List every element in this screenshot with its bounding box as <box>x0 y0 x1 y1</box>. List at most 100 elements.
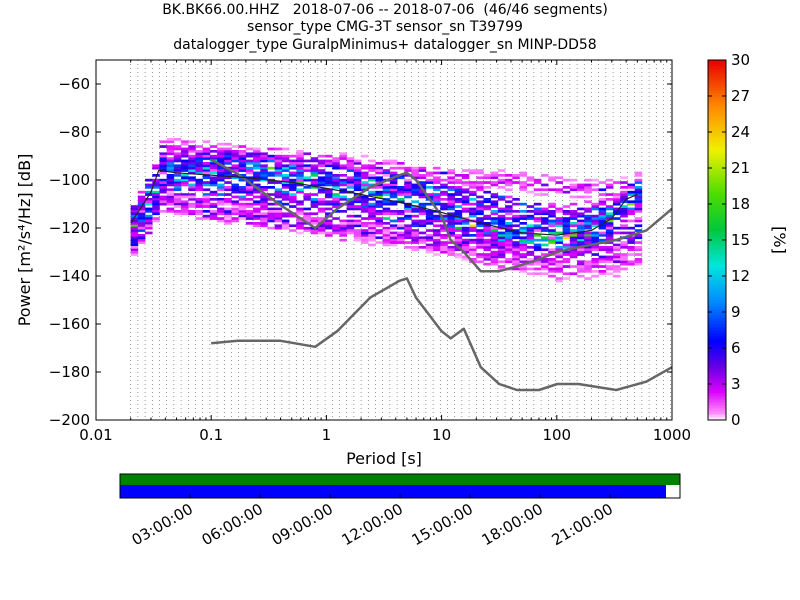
ppsd-cell <box>195 198 203 201</box>
ppsd-cell <box>555 219 563 223</box>
ppsd-cell <box>353 195 362 199</box>
ppsd-cell <box>224 154 232 158</box>
ppsd-cell <box>533 226 542 230</box>
ppsd-cell <box>245 210 254 213</box>
ppsd-cell <box>447 193 455 196</box>
ppsd-cell <box>541 260 549 264</box>
ppsd-cell <box>404 166 412 170</box>
ppsd-cell <box>454 198 463 201</box>
ppsd-cell <box>389 231 398 235</box>
ppsd-cell <box>209 164 218 168</box>
ppsd-cell <box>440 217 448 220</box>
ppsd-cell <box>397 176 405 180</box>
ppsd-cell <box>217 147 225 151</box>
ppsd-cell <box>562 212 571 216</box>
ppsd-cell <box>274 200 283 204</box>
ppsd-cell <box>440 236 448 240</box>
ppsd-cell <box>195 164 203 168</box>
ppsd-cell <box>461 202 470 206</box>
ppsd-cell <box>541 226 549 230</box>
ppsd-cell <box>512 250 520 254</box>
ppsd-cell <box>152 219 160 223</box>
ppsd-cell <box>584 200 592 204</box>
ppsd-cell <box>541 265 549 268</box>
ppsd-cell <box>217 176 225 180</box>
ppsd-cell <box>260 174 268 177</box>
ppsd-cell <box>346 169 355 172</box>
ppsd-cell <box>533 272 542 276</box>
ppsd-cell <box>605 222 614 225</box>
ppsd-cell <box>548 210 556 213</box>
ppsd-cell <box>440 186 448 189</box>
colorbar-tick-label: 18 <box>731 195 750 213</box>
ppsd-cell <box>454 188 463 192</box>
ppsd-cell <box>562 217 571 220</box>
ppsd-cell <box>245 212 254 216</box>
ppsd-cell <box>584 236 592 240</box>
ppsd-cell <box>130 224 139 228</box>
ppsd-cell <box>533 202 542 206</box>
ppsd-cell <box>368 236 376 240</box>
ppsd-cell <box>505 231 513 235</box>
ppsd-cell <box>231 219 239 223</box>
ppsd-cell <box>461 207 470 211</box>
ppsd-cell <box>490 255 499 259</box>
ppsd-cell <box>569 186 578 189</box>
ppsd-cell <box>238 178 247 182</box>
ppsd-cell <box>476 183 484 187</box>
ppsd-cell <box>497 186 506 189</box>
ppsd-cell <box>526 272 535 276</box>
ppsd-cell <box>584 226 592 230</box>
ppsd-cell <box>483 207 491 211</box>
colorbar-cell <box>708 414 726 418</box>
ppsd-cell <box>217 219 225 223</box>
colorbar-cell <box>708 276 726 280</box>
ppsd-cell <box>202 169 211 172</box>
ppsd-cell <box>253 214 261 218</box>
ppsd-cell <box>296 181 304 184</box>
ppsd-cell <box>613 274 621 278</box>
ppsd-cell <box>152 202 160 206</box>
ppsd-cell <box>620 267 628 271</box>
ppsd-cell <box>425 202 434 206</box>
ppsd-cell <box>418 222 427 225</box>
colorbar-cell <box>708 210 726 214</box>
ppsd-cell <box>166 138 175 141</box>
colorbar-cell <box>708 159 726 163</box>
ppsd-cell <box>173 174 182 177</box>
ppsd-cell <box>447 198 455 201</box>
ppsd-cell <box>605 219 614 223</box>
ppsd-cell <box>145 178 153 182</box>
ppsd-cell <box>397 188 405 192</box>
ppsd-cell <box>281 190 290 194</box>
ppsd-cell <box>548 224 556 228</box>
ppsd-cell <box>173 164 182 168</box>
ppsd-cell <box>382 241 391 244</box>
ppsd-cell <box>497 234 506 237</box>
plot-content <box>130 60 672 420</box>
ppsd-cell <box>130 238 139 242</box>
ppsd-cell <box>512 210 520 213</box>
ppsd-cell <box>173 210 182 213</box>
ppsd-cell <box>519 260 527 264</box>
ppsd-cell <box>317 181 326 184</box>
ppsd-cell <box>368 234 376 237</box>
colorbar-cell <box>708 339 726 343</box>
ppsd-cell <box>598 248 607 252</box>
ppsd-cell <box>274 164 283 168</box>
ppsd-cell <box>483 231 491 235</box>
ppsd-cell <box>346 162 355 165</box>
ppsd-cell <box>454 234 463 237</box>
ppsd-cell <box>152 200 160 204</box>
ppsd-cell <box>440 214 448 218</box>
ppsd-cell <box>627 248 635 252</box>
ppsd-cell <box>253 195 261 199</box>
ppsd-cell <box>267 171 275 175</box>
ppsd-cell <box>224 207 232 211</box>
ppsd-cell <box>166 181 175 184</box>
ppsd-cell <box>577 253 585 256</box>
ppsd-cell <box>411 224 419 228</box>
colorbar-cell <box>708 384 726 388</box>
ppsd-cell <box>238 198 247 201</box>
ppsd-cell <box>541 258 549 261</box>
